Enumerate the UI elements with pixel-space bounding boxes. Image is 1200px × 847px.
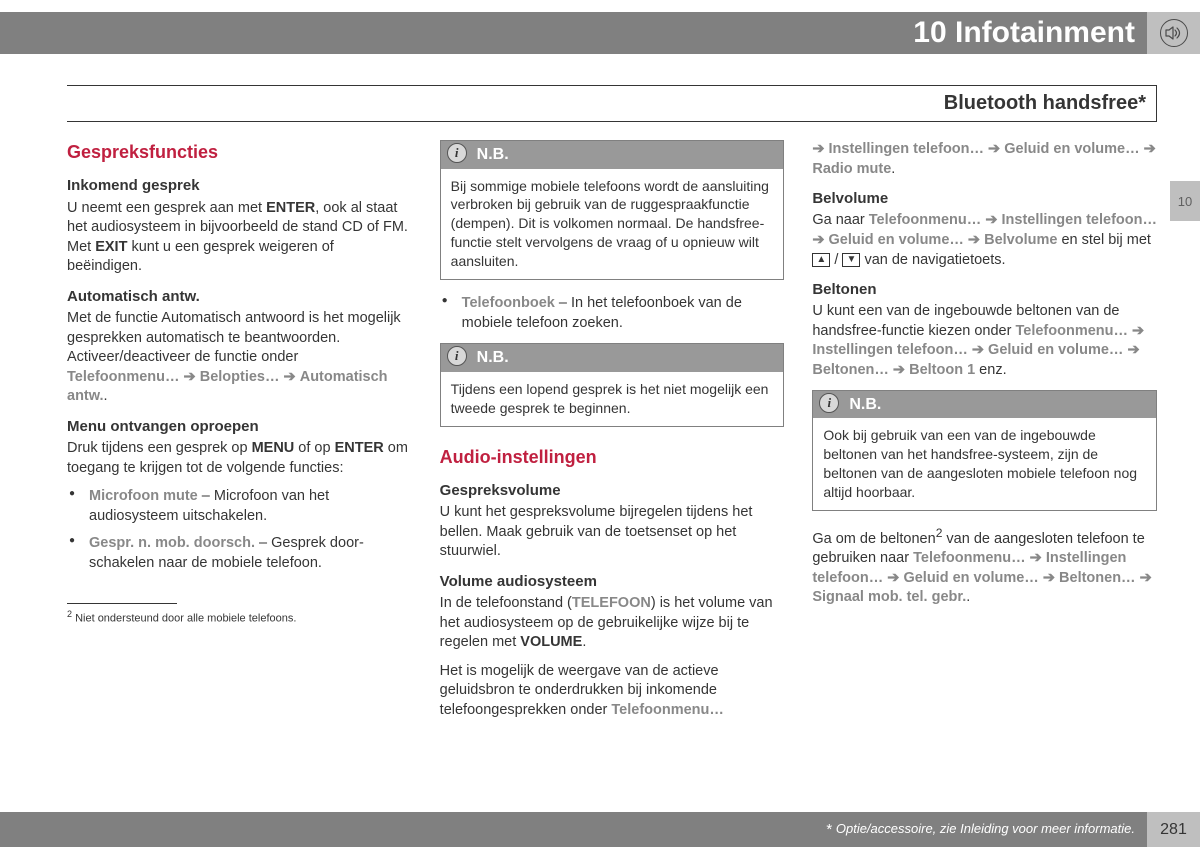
subhead-autoantw: Automatisch antw.: [67, 287, 412, 307]
chapter-title: 10 Infotainment: [913, 16, 1135, 50]
note-box: iN.B. Ook bij gebruik van een van de ing…: [812, 390, 1157, 511]
arrow-icon: ➔: [968, 232, 980, 248]
arrow-icon: ➔: [887, 570, 899, 586]
chapter-icon-box: [1147, 12, 1200, 54]
arrow-icon: ➔: [893, 362, 905, 378]
list-item: Telefoonboek – In het telefoonboek van d…: [440, 294, 785, 333]
para: ➔ Instellingen telefoon… ➔ Geluid en vol…: [812, 140, 1157, 179]
para: In de telefoonstand (TELEFOON) is het vo…: [440, 594, 785, 653]
footer-note: * Optie/accessoire, zie Inleiding voor m…: [826, 821, 1135, 838]
subhead-menu-oproepen: Menu ontvangen oproepen: [67, 417, 412, 437]
arrow-icon: ➔: [1132, 323, 1144, 339]
chapter-header: 10 Infotainment: [0, 12, 1147, 54]
note-box: iN.B. Bij sommige mobiele telefoons word…: [440, 140, 785, 280]
subhead-inkomend: Inkomend gesprek: [67, 176, 412, 196]
arrow-icon: ➔: [985, 212, 997, 228]
info-icon: i: [447, 346, 467, 366]
footnote: 2 Niet ondersteund door alle mobiele tel…: [67, 608, 412, 627]
arrow-icon: ➔: [1030, 550, 1042, 566]
speaker-icon: [1160, 19, 1188, 47]
para: Ga om de beltonen2 van de aangesloten te…: [812, 525, 1157, 608]
arrow-icon: ➔: [284, 369, 296, 385]
para: Het is mogelijk de weergave van de actie…: [440, 662, 785, 721]
info-icon: i: [819, 393, 839, 413]
para: U kunt het gespreksvolume bijregelen tij…: [440, 503, 785, 562]
side-chapter-tab: 10: [1170, 181, 1200, 221]
para: Ga naar Telefoonmenu… ➔ Instellingen tel…: [812, 211, 1157, 270]
heading-gespreksfuncties: Gespreksfuncties: [67, 140, 412, 164]
note-header: iN.B.: [441, 141, 784, 169]
arrow-icon: ➔: [1144, 141, 1156, 157]
para: U kunt een van de ingebouwde beltonen va…: [812, 302, 1157, 380]
para: U neemt een gesprek aan met ENTER, ook a…: [67, 199, 412, 277]
note-header: iN.B.: [813, 391, 1156, 419]
section-title: Bluetooth handsfree*: [944, 92, 1146, 114]
arrow-icon: ➔: [812, 232, 824, 248]
footnote-rule: [67, 603, 177, 604]
para: Met de functie Automatisch antwoord is h…: [67, 309, 412, 407]
subhead-beltonen: Beltonen: [812, 280, 1157, 300]
bullet-list: Microfoon mute – Microfoon van het audio…: [67, 487, 412, 573]
section-title-box: Bluetooth handsfree*: [67, 85, 1157, 122]
note-box: iN.B. Tijdens een lopend gesprek is het …: [440, 343, 785, 426]
list-item: Microfoon mute – Microfoon van het audio…: [67, 487, 412, 526]
arrow-icon: ➔: [972, 342, 984, 358]
arrow-icon: ➔: [1043, 570, 1055, 586]
content-columns: Gespreksfuncties Inkomend gesprek U neem…: [67, 140, 1157, 729]
note-body: Ook bij gebruik van een van de ingebouwd…: [813, 418, 1156, 510]
up-key-icon: ▲: [812, 253, 830, 267]
info-icon: i: [447, 143, 467, 163]
note-body: Tijdens een lopend gesprek is het niet m…: [441, 372, 784, 426]
list-item: Gespr. n. mob. doorsch. – Gesprek door­s…: [67, 534, 412, 573]
footer-bar: * Optie/accessoire, zie Inleiding voor m…: [0, 812, 1147, 847]
heading-audio: Audio-instellingen: [440, 445, 785, 469]
subhead-volume-audio: Volume audiosysteem: [440, 572, 785, 592]
note-header: iN.B.: [441, 344, 784, 372]
subhead-belvolume: Belvolume: [812, 189, 1157, 209]
arrow-icon: ➔: [1140, 570, 1152, 586]
arrow-icon: ➔: [988, 141, 1000, 157]
para: Druk tijdens een gesprek op MENU of op E…: [67, 439, 412, 478]
arrow-icon: ➔: [1127, 342, 1139, 358]
down-key-icon: ▼: [842, 253, 860, 267]
column-3: ➔ Instellingen telefoon… ➔ Geluid en vol…: [812, 140, 1157, 729]
arrow-icon: ➔: [812, 141, 824, 157]
note-body: Bij sommige mobiele telefoons wordt de a…: [441, 169, 784, 279]
column-1: Gespreksfuncties Inkomend gesprek U neem…: [67, 140, 412, 729]
column-2: iN.B. Bij sommige mobiele telefoons word…: [440, 140, 785, 729]
page-number: 281: [1147, 812, 1200, 847]
arrow-icon: ➔: [184, 369, 196, 385]
subhead-gespreksvolume: Gespreksvolume: [440, 481, 785, 501]
bullet-list: Telefoonboek – In het telefoonboek van d…: [440, 294, 785, 333]
